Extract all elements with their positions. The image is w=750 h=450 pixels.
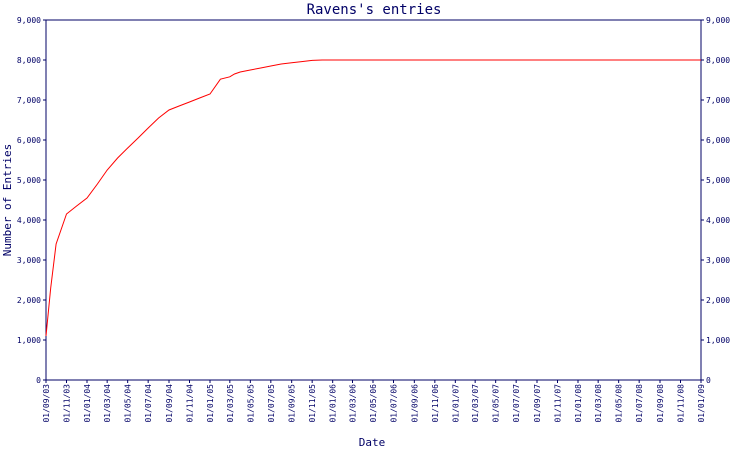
x-tick-label: 01/09/05 <box>288 384 297 423</box>
x-tick-label: 01/07/07 <box>512 384 521 423</box>
chart-title: Ravens's entries <box>307 2 442 18</box>
y-tick-label-right: 0 <box>706 376 711 385</box>
y-tick-label: 0 <box>36 376 41 385</box>
x-tick-label: 01/07/05 <box>267 384 276 423</box>
x-tick-label: 01/05/05 <box>246 384 255 423</box>
y-tick-label: 4,000 <box>17 216 41 225</box>
x-tick-label: 01/09/08 <box>656 384 665 423</box>
y-tick-label: 2,000 <box>17 296 41 305</box>
x-tick-label: 01/05/04 <box>124 384 133 423</box>
x-tick-label: 01/05/06 <box>369 384 378 423</box>
x-tick-label: 01/01/05 <box>206 384 215 423</box>
x-tick-label: 01/09/06 <box>410 384 419 423</box>
y-tick-label-right: 1,000 <box>706 336 730 345</box>
x-tick-label: 01/11/06 <box>431 384 440 423</box>
x-tick-label: 01/01/06 <box>329 384 338 423</box>
x-tick-label: 01/01/07 <box>451 384 460 423</box>
y-tick-label: 8,000 <box>17 56 41 65</box>
x-tick-label: 01/09/03 <box>42 384 51 423</box>
y-tick-label: 7,000 <box>17 96 41 105</box>
y-tick-label-right: 8,000 <box>706 56 730 65</box>
x-tick-label: 01/07/08 <box>635 384 644 423</box>
y-tick-label-right: 2,000 <box>706 296 730 305</box>
x-tick-label: 01/07/06 <box>389 384 398 423</box>
x-tick-label: 01/09/07 <box>533 384 542 423</box>
plot-frame <box>45 19 702 381</box>
series-line <box>45 59 701 337</box>
x-tick-label: 01/11/08 <box>676 384 685 423</box>
y-tick-label: 9,000 <box>17 16 41 25</box>
x-tick-label: 01/03/07 <box>471 384 480 423</box>
y-tick-label-right: 7,000 <box>706 96 730 105</box>
x-ticks: 01/09/03 01/11/03 01/01/04 01/03/04 01/05/04… <box>42 380 706 423</box>
y-ticks: 0 0 1,000 1,000 2,000 2,000 3,000 3,000 4,000 4,0… <box>17 16 730 385</box>
y-tick-label-right: 3,000 <box>706 256 730 265</box>
y-axis-label: Number of Entries <box>1 144 14 257</box>
y-tick-label: 5,000 <box>17 176 41 185</box>
y-tick-label-right: 5,000 <box>706 176 730 185</box>
y-tick-label-right: 9,000 <box>706 16 730 25</box>
y-tick-label: 3,000 <box>17 256 41 265</box>
y-tick-label: 6,000 <box>17 136 41 145</box>
x-tick-label: 01/11/07 <box>553 384 562 423</box>
x-tick-label: 01/05/08 <box>615 384 624 423</box>
x-tick-label: 01/03/05 <box>226 384 235 423</box>
x-tick-label: 01/11/03 <box>63 384 72 423</box>
x-tick-label: 01/11/04 <box>186 384 195 423</box>
x-tick-label: 01/01/08 <box>574 384 583 423</box>
x-axis-label: Date <box>359 436 386 449</box>
y-tick-label-right: 6,000 <box>706 136 730 145</box>
x-tick-label: 01/03/06 <box>348 384 357 423</box>
y-tick-label: 1,000 <box>17 336 41 345</box>
y-tick-label-right: 4,000 <box>706 216 730 225</box>
x-tick-label: 01/11/05 <box>308 384 317 423</box>
x-tick-label: 01/09/04 <box>165 384 174 423</box>
x-tick-label: 01/03/04 <box>103 384 112 423</box>
x-tick-label: 01/01/04 <box>83 384 92 423</box>
x-tick-label: 01/07/04 <box>144 384 153 423</box>
axes <box>45 19 702 381</box>
x-tick-label: 01/01/09 <box>697 384 706 423</box>
x-tick-label: 01/05/07 <box>492 384 501 423</box>
x-tick-label: 01/03/08 <box>594 384 603 423</box>
series <box>45 59 701 337</box>
